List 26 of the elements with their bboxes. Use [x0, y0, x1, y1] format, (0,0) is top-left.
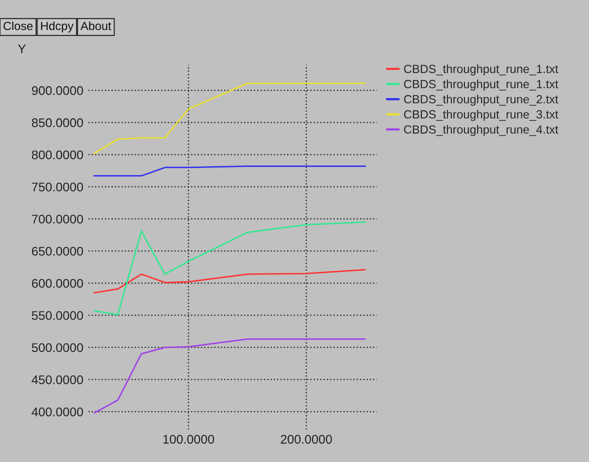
line-series [94, 268, 366, 294]
y-tick-label: 800.0000 [32, 150, 84, 160]
x-tick-label: 100.0000 [163, 434, 214, 444]
y-axis-title: Y [18, 44, 26, 54]
legend-label: CBDS_throughput_rune_1.txt [404, 64, 558, 76]
x-tick-label: 200.0000 [280, 434, 332, 444]
legend-label: CBDS_throughput_rune_4.txt [404, 125, 558, 136]
line-series [94, 82, 366, 154]
legend-label: CBDS_throughput_rune_2.txt [404, 94, 558, 106]
y-tick-label: 500.0000 [32, 343, 84, 352]
text: Close [4, 21, 33, 30]
legend-label: CBDS_throughput_rune_1.txt [404, 80, 558, 91]
y-tick-label: 700.0000 [32, 214, 84, 224]
y-tick-label: 600.0000 [32, 278, 84, 288]
y-tick-label: 900.0000 [32, 86, 84, 96]
text: About [80, 21, 112, 30]
y-tick-label: 750.0000 [32, 182, 84, 192]
y-tick-label: 400.0000 [32, 407, 84, 416]
y-tick-label: 650.0000 [32, 246, 84, 256]
line-series [94, 221, 366, 316]
y-tick-label: 850.0000 [32, 118, 84, 128]
y-tick-label: 550.0000 [32, 311, 84, 320]
legend-label: CBDS_throughput_rune_3.txt [404, 110, 558, 121]
line-series [94, 338, 366, 414]
text: Hdcpy [41, 21, 74, 32]
y-tick-label: 450.0000 [32, 375, 84, 384]
